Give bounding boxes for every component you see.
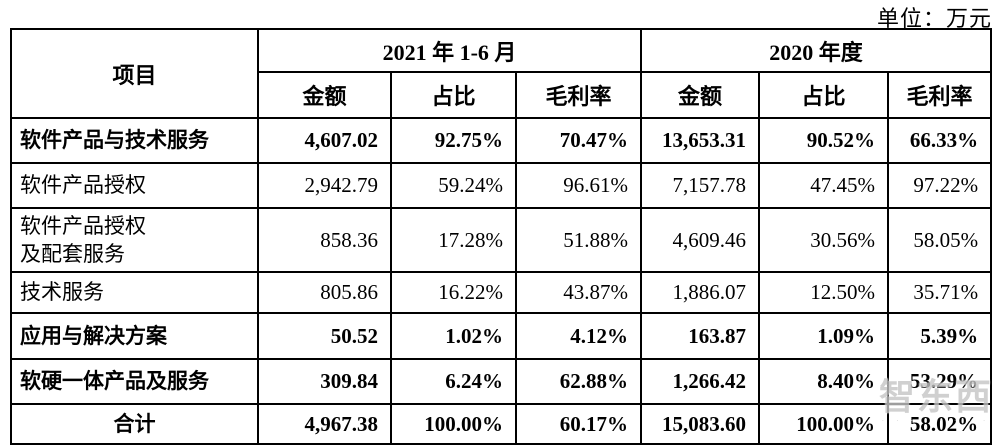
cell-value: 12.50%: [758, 271, 890, 314]
cell-value: 13,653.31: [640, 117, 761, 164]
cell-value: 2,942.79: [257, 162, 392, 209]
cell-value: 5.39%: [887, 312, 993, 360]
cell-value: 1.02%: [390, 312, 517, 360]
row-label: 应用与解决方案: [10, 312, 259, 360]
column-header-margin-2020: 毛利率: [887, 71, 993, 119]
cell-value: 97.22%: [887, 162, 993, 209]
column-header-item: 项目: [10, 28, 259, 119]
table-row: 技术服务 805.86 16.22% 43.87% 1,886.07 12.50…: [10, 271, 993, 314]
cell-value: 163.87: [640, 312, 761, 360]
cell-value: 309.84: [257, 358, 392, 405]
cell-value: 4,967.38: [257, 403, 392, 445]
table-row: 软件产品授权 2,942.79 59.24% 96.61% 7,157.78 4…: [10, 162, 993, 209]
cell-value: 92.75%: [390, 117, 517, 164]
cell-value: 16.22%: [390, 271, 517, 314]
row-label-total: 合计: [10, 403, 259, 445]
cell-value: 50.52: [257, 312, 392, 360]
column-header-amount-2020: 金额: [640, 71, 761, 119]
table-row: 软硬一体产品及服务 309.84 6.24% 62.88% 1,266.42 8…: [10, 358, 993, 405]
column-header-period-2020: 2020 年度: [640, 28, 993, 73]
cell-value: 47.45%: [758, 162, 890, 209]
cell-value: 35.71%: [887, 271, 993, 314]
cell-value: 58.02%: [887, 403, 993, 445]
cell-value: 8.40%: [758, 358, 890, 405]
column-header-share-2020: 占比: [758, 71, 890, 119]
row-label: 软硬一体产品及服务: [10, 358, 259, 405]
table-row: 软件产品与技术服务 4,607.02 92.75% 70.47% 13,653.…: [10, 117, 993, 164]
table-row: 应用与解决方案 50.52 1.02% 4.12% 163.87 1.09% 5…: [10, 312, 993, 360]
cell-value: 858.36: [257, 207, 392, 273]
header-row-periods: 项目 2021 年 1-6 月 2020 年度: [10, 28, 993, 119]
unit-label: 单位：万元: [876, 6, 992, 31]
cell-value: 59.24%: [390, 162, 517, 209]
column-header-amount-2021: 金额: [257, 71, 392, 119]
cell-value: 70.47%: [514, 117, 643, 164]
cell-value: 15,083.60: [640, 403, 761, 445]
cell-value: 60.17%: [514, 403, 643, 445]
row-label: 软件产品授权: [10, 162, 259, 209]
cell-value: 17.28%: [390, 207, 517, 273]
cell-value: 7,157.78: [640, 162, 761, 209]
header-row-metrics: 金额 占比 毛利率 金额 占比 毛利率: [11, 71, 993, 119]
cell-value: 1,886.07: [640, 271, 761, 314]
cell-value: 1,266.42: [640, 358, 761, 405]
column-header-share-2021: 占比: [390, 71, 517, 119]
cell-value: 4,609.46: [640, 207, 761, 273]
cell-value: 6.24%: [390, 358, 517, 405]
row-label: 软件产品授权 及配套服务: [10, 207, 259, 273]
cell-value: 100.00%: [390, 403, 517, 445]
cell-value: 30.56%: [758, 207, 890, 273]
cell-value: 4.12%: [514, 312, 643, 360]
table-row-total: 合计 4,967.38 100.00% 60.17% 15,083.60 100…: [10, 403, 993, 445]
cell-value: 43.87%: [514, 271, 643, 314]
cell-value: 1.09%: [758, 312, 890, 360]
cell-value: 51.88%: [514, 207, 643, 273]
cell-value: 96.61%: [514, 162, 643, 209]
cell-value: 4,607.02: [257, 117, 392, 164]
column-header-period-2021: 2021 年 1-6 月: [256, 28, 643, 73]
cell-value: 100.00%: [758, 403, 890, 445]
cell-value: 805.86: [257, 271, 392, 314]
cell-value: 62.88%: [514, 358, 643, 405]
cell-value: 66.33%: [887, 117, 993, 164]
table-row: 软件产品授权 及配套服务 858.36 17.28% 51.88% 4,609.…: [10, 207, 993, 273]
row-label: 软件产品与技术服务: [10, 117, 259, 164]
column-header-margin-2021: 毛利率: [514, 71, 643, 119]
cell-value: 90.52%: [758, 117, 890, 164]
row-label: 技术服务: [10, 271, 259, 314]
cell-value: 58.05%: [887, 207, 993, 273]
revenue-breakdown-table: 项目 2021 年 1-6 月 2020 年度 金额 占比 毛利率 金额 占比 …: [10, 28, 993, 445]
cell-value: 53.29%: [887, 358, 993, 405]
